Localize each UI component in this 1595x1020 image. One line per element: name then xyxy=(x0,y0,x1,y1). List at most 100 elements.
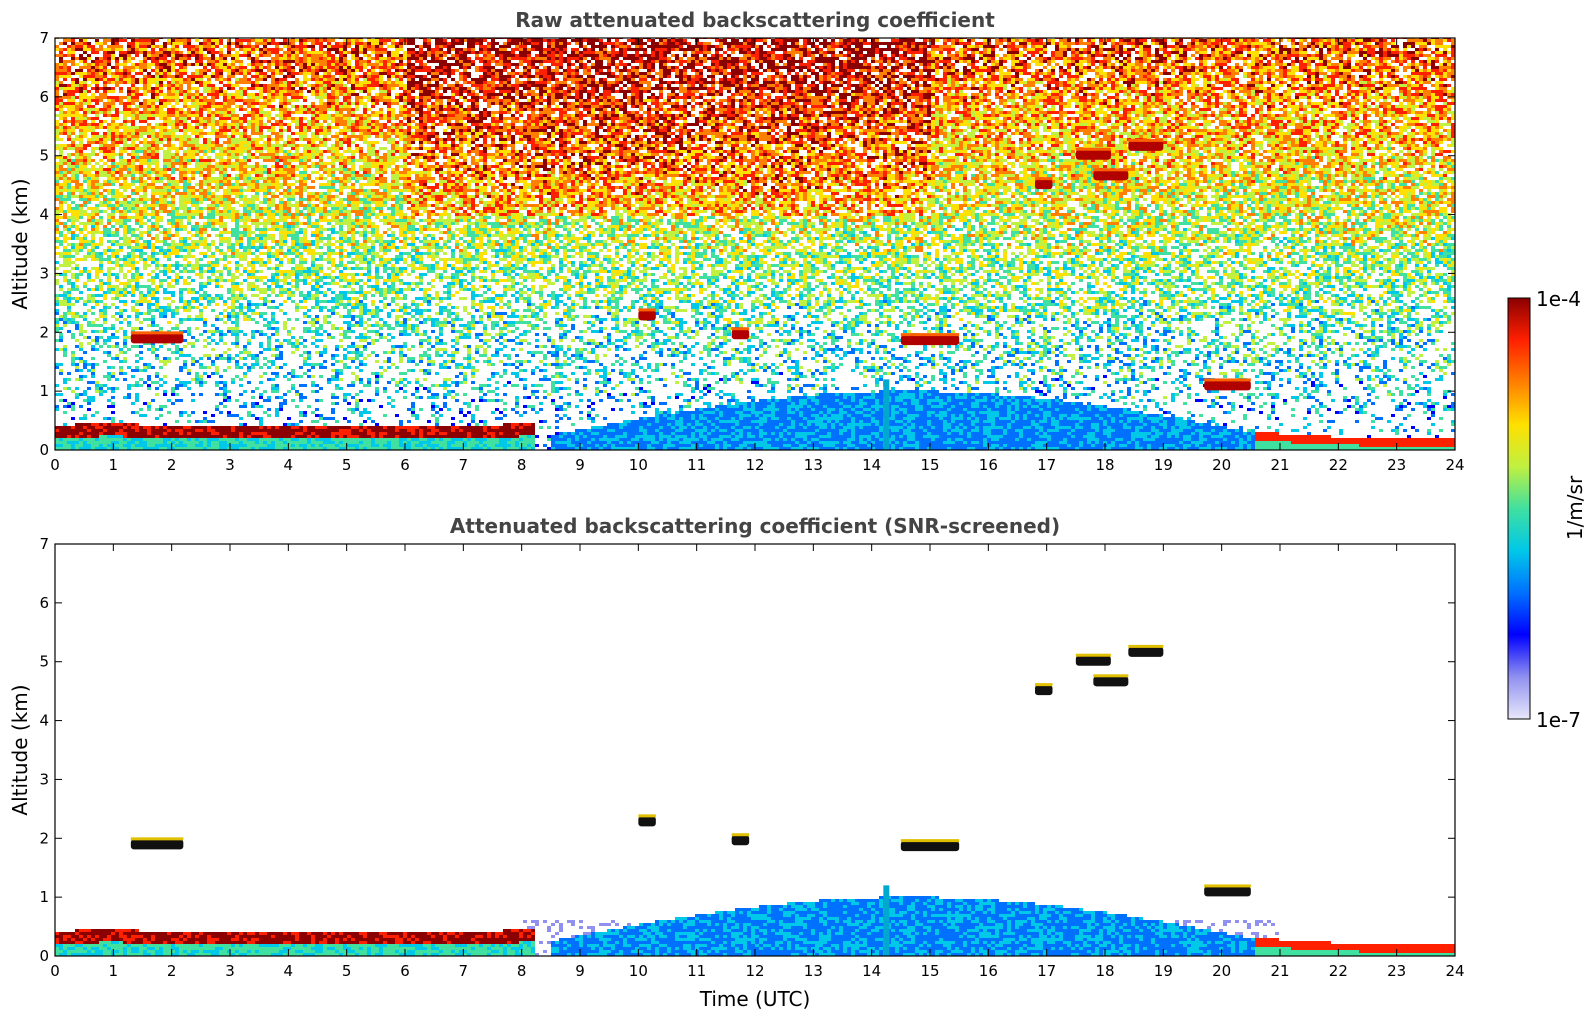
heatmap-cell xyxy=(79,435,83,438)
heatmap-cell xyxy=(107,426,111,429)
heatmap-cell xyxy=(119,327,123,330)
heatmap-cell xyxy=(111,147,115,150)
heatmap-cell xyxy=(99,210,103,213)
heatmap-cell xyxy=(95,384,99,387)
heatmap-cell xyxy=(83,213,87,216)
heatmap-cell xyxy=(119,372,123,375)
heatmap-cell xyxy=(59,252,63,255)
heatmap-cell xyxy=(75,207,79,210)
heatmap-cell xyxy=(63,432,67,435)
heatmap-cell xyxy=(107,189,111,192)
heatmap-cell xyxy=(71,231,75,234)
heatmap-cell xyxy=(107,219,111,222)
heatmap-cell xyxy=(79,129,83,132)
heatmap-cell xyxy=(111,273,115,276)
heatmap-cell xyxy=(79,444,83,447)
heatmap-cell xyxy=(67,378,71,381)
heatmap-cell xyxy=(67,183,71,186)
heatmap-cell xyxy=(95,270,99,273)
heatmap-cell xyxy=(59,255,63,258)
heatmap-cell xyxy=(99,171,103,174)
heatmap-cell xyxy=(107,72,111,75)
heatmap-cell xyxy=(95,69,99,72)
heatmap-cell xyxy=(59,117,63,120)
heatmap-cell xyxy=(71,363,75,366)
heatmap-cell xyxy=(67,156,71,159)
heatmap-cell xyxy=(83,366,87,369)
heatmap-cell xyxy=(71,39,75,42)
heatmap-cell xyxy=(63,423,67,426)
heatmap-cell xyxy=(67,153,71,156)
heatmap-cell xyxy=(59,156,63,159)
heatmap-cell xyxy=(91,231,95,234)
heatmap-cell xyxy=(119,210,123,213)
heatmap-cell xyxy=(91,51,95,54)
heatmap-cell xyxy=(95,207,99,210)
heatmap-cell xyxy=(111,402,115,405)
heatmap-cell xyxy=(59,183,63,186)
heatmap-cell xyxy=(95,153,99,156)
heatmap-cell xyxy=(75,216,79,219)
heatmap-cell xyxy=(83,108,87,111)
heatmap-cell xyxy=(111,324,115,327)
heatmap-cell xyxy=(63,114,67,117)
heatmap-cell xyxy=(111,54,115,57)
heatmap-cell xyxy=(91,297,95,300)
heatmap-cell xyxy=(59,174,63,177)
heatmap-cell xyxy=(107,231,111,234)
heatmap-cell xyxy=(103,252,107,255)
heatmap-cell xyxy=(83,159,87,162)
heatmap-cell xyxy=(111,204,115,207)
heatmap-cell xyxy=(107,207,111,210)
heatmap-cell xyxy=(63,252,67,255)
heatmap-cell xyxy=(115,195,119,198)
heatmap-cell xyxy=(67,93,71,96)
heatmap-cell xyxy=(107,267,111,270)
heatmap-cell xyxy=(91,246,95,249)
heatmap-cell xyxy=(103,54,107,57)
heatmap-cell xyxy=(103,339,107,342)
heatmap-cell xyxy=(95,81,99,84)
heatmap-cell xyxy=(71,297,75,300)
heatmap-cell xyxy=(99,267,103,270)
heatmap-cell xyxy=(95,141,99,144)
heatmap-cell xyxy=(83,96,87,99)
heatmap-cell xyxy=(107,180,111,183)
heatmap-cell xyxy=(83,90,87,93)
heatmap-cell xyxy=(79,429,83,432)
heatmap-cell xyxy=(107,108,111,111)
heatmap-cell xyxy=(115,228,119,231)
heatmap-cell xyxy=(79,126,83,129)
heatmap-cell xyxy=(95,246,99,249)
heatmap-cell xyxy=(83,99,87,102)
heatmap-cell xyxy=(67,204,71,207)
heatmap-cell xyxy=(107,99,111,102)
heatmap-cell xyxy=(95,132,99,135)
heatmap-cell xyxy=(91,189,95,192)
heatmap-cell xyxy=(75,237,79,240)
heatmap-cell xyxy=(71,45,75,48)
heatmap-cell xyxy=(111,192,115,195)
heatmap-cell xyxy=(95,63,99,66)
heatmap-cell xyxy=(87,75,91,78)
heatmap-cell xyxy=(75,219,79,222)
heatmap-cell xyxy=(79,141,83,144)
heatmap-cell xyxy=(111,105,115,108)
heatmap-cell xyxy=(87,162,91,165)
heatmap-cell xyxy=(87,90,91,93)
heatmap-cell xyxy=(71,87,75,90)
heatmap-cell xyxy=(103,102,107,105)
heatmap-cell xyxy=(103,417,107,420)
heatmap-cell xyxy=(95,123,99,126)
heatmap-cell xyxy=(111,411,115,414)
heatmap-cell xyxy=(67,225,71,228)
heatmap-cell xyxy=(83,225,87,228)
heatmap-cell xyxy=(63,429,67,432)
heatmap-cell xyxy=(71,303,75,306)
heatmap-cell xyxy=(59,75,63,78)
heatmap-cell xyxy=(103,81,107,84)
heatmap-cell xyxy=(79,246,83,249)
heatmap-cell xyxy=(67,195,71,198)
heatmap-cell xyxy=(63,63,67,66)
heatmap-cell xyxy=(83,234,87,237)
